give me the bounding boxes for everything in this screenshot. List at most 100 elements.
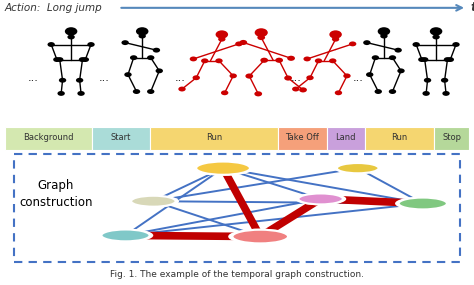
Circle shape xyxy=(421,57,428,62)
Circle shape xyxy=(65,27,77,36)
Bar xyxy=(278,127,327,150)
Text: Background: Background xyxy=(23,133,73,142)
Circle shape xyxy=(147,89,155,94)
Circle shape xyxy=(77,91,85,96)
Circle shape xyxy=(306,75,314,80)
Circle shape xyxy=(257,35,265,40)
Bar xyxy=(365,127,434,150)
Text: ...: ... xyxy=(99,73,109,84)
Circle shape xyxy=(136,27,148,36)
Circle shape xyxy=(215,58,223,63)
Circle shape xyxy=(98,229,153,242)
Circle shape xyxy=(380,34,388,38)
Bar xyxy=(92,127,150,150)
Circle shape xyxy=(130,55,137,60)
Circle shape xyxy=(138,34,146,38)
Text: ...: ... xyxy=(28,73,38,84)
Circle shape xyxy=(422,91,430,96)
Circle shape xyxy=(395,197,451,210)
Circle shape xyxy=(76,78,83,83)
Circle shape xyxy=(292,87,300,91)
Circle shape xyxy=(124,72,132,77)
Circle shape xyxy=(284,76,292,81)
Circle shape xyxy=(201,58,209,63)
Circle shape xyxy=(394,48,402,53)
Circle shape xyxy=(275,58,283,63)
Circle shape xyxy=(412,42,420,47)
Circle shape xyxy=(329,58,337,63)
Circle shape xyxy=(349,41,356,46)
Circle shape xyxy=(218,37,226,42)
Circle shape xyxy=(147,55,155,60)
Circle shape xyxy=(397,68,405,73)
Circle shape xyxy=(246,74,253,79)
Text: Start: Start xyxy=(111,133,131,142)
Circle shape xyxy=(87,42,95,47)
Circle shape xyxy=(430,27,442,36)
FancyBboxPatch shape xyxy=(14,154,460,262)
Circle shape xyxy=(56,57,64,62)
Circle shape xyxy=(303,56,311,61)
Circle shape xyxy=(378,27,390,36)
Bar xyxy=(434,127,469,150)
Circle shape xyxy=(155,68,163,73)
Circle shape xyxy=(229,74,237,78)
Circle shape xyxy=(178,87,186,91)
Circle shape xyxy=(53,57,61,62)
Circle shape xyxy=(389,89,396,94)
Circle shape xyxy=(374,89,382,94)
Circle shape xyxy=(441,78,448,83)
Text: t: t xyxy=(470,1,474,14)
Circle shape xyxy=(121,40,129,45)
Circle shape xyxy=(315,58,322,63)
Circle shape xyxy=(133,89,140,94)
Circle shape xyxy=(337,163,379,173)
Circle shape xyxy=(372,55,379,60)
Circle shape xyxy=(299,87,307,92)
Circle shape xyxy=(424,78,431,83)
Circle shape xyxy=(196,162,250,175)
Circle shape xyxy=(153,48,160,53)
Circle shape xyxy=(79,57,86,62)
Text: Take Off: Take Off xyxy=(285,133,319,142)
Circle shape xyxy=(335,90,342,95)
Text: Run: Run xyxy=(206,133,222,142)
Circle shape xyxy=(389,55,396,60)
Bar xyxy=(150,127,278,150)
Circle shape xyxy=(260,58,268,63)
Text: ...: ... xyxy=(353,73,363,84)
Circle shape xyxy=(287,56,295,61)
Text: Land: Land xyxy=(336,133,356,142)
Circle shape xyxy=(444,57,451,62)
Circle shape xyxy=(332,37,339,42)
Circle shape xyxy=(228,229,292,245)
Circle shape xyxy=(128,195,179,207)
Circle shape xyxy=(452,42,460,47)
Circle shape xyxy=(131,196,176,207)
Circle shape xyxy=(190,56,197,61)
Text: Run: Run xyxy=(392,133,408,142)
Circle shape xyxy=(221,90,228,95)
Bar xyxy=(327,127,365,150)
Circle shape xyxy=(399,198,447,209)
Circle shape xyxy=(255,91,262,96)
Circle shape xyxy=(235,41,243,46)
Circle shape xyxy=(442,91,450,96)
Bar xyxy=(5,127,92,150)
Circle shape xyxy=(232,230,288,243)
Circle shape xyxy=(343,74,351,78)
Circle shape xyxy=(192,160,254,176)
Circle shape xyxy=(366,72,374,77)
Text: Fig. 1. The example of the temporal graph construction.: Fig. 1. The example of the temporal grap… xyxy=(110,270,364,278)
Circle shape xyxy=(239,40,247,45)
Text: Graph
construction: Graph construction xyxy=(19,179,92,209)
Circle shape xyxy=(418,57,426,62)
Circle shape xyxy=(255,28,268,37)
Circle shape xyxy=(47,42,55,47)
Circle shape xyxy=(82,57,89,62)
Circle shape xyxy=(298,194,343,204)
Circle shape xyxy=(216,30,228,39)
Circle shape xyxy=(432,34,440,39)
Text: ...: ... xyxy=(291,73,301,84)
Circle shape xyxy=(447,57,454,62)
